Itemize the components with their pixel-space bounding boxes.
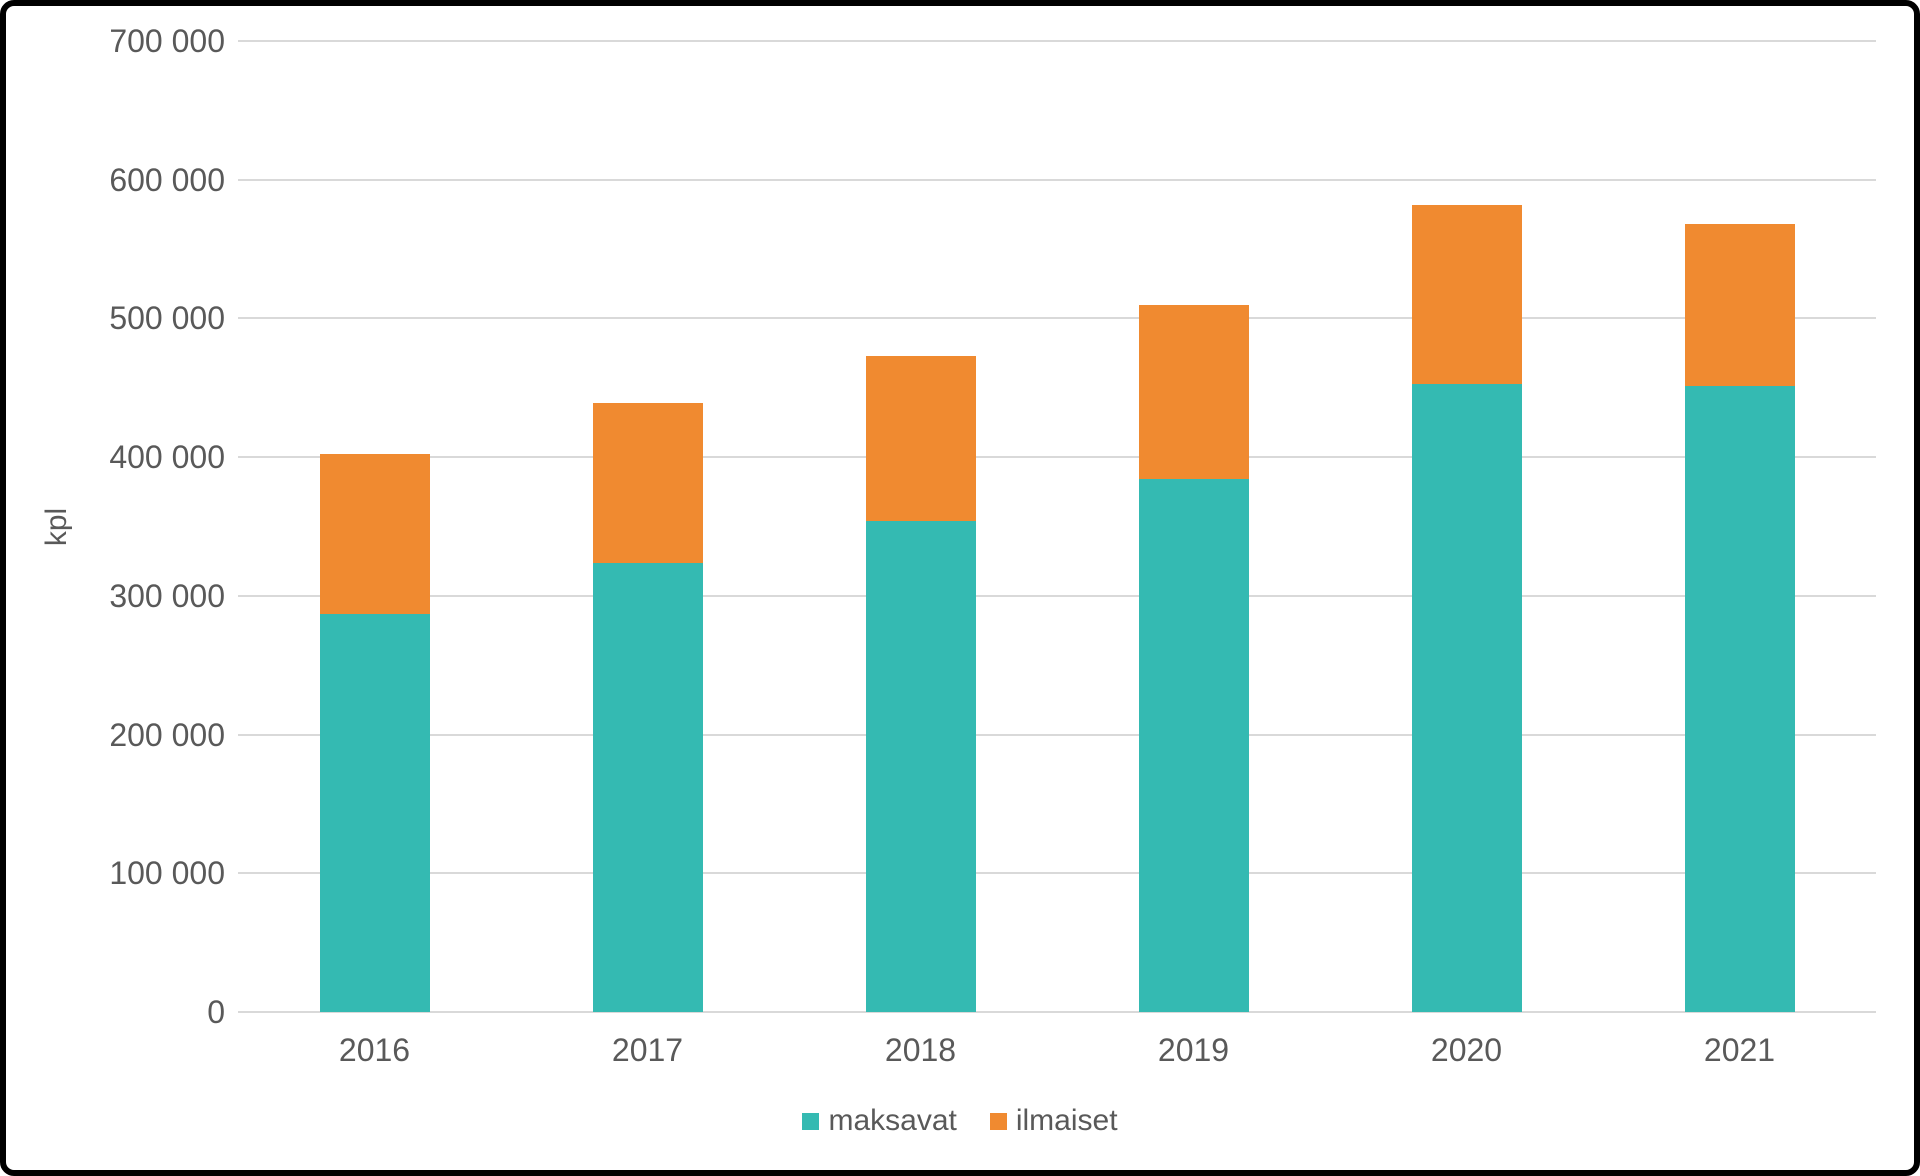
gridline: [238, 733, 1876, 736]
bar-segment-maksavat-2019: [1138, 479, 1249, 1012]
bar-segment-ilmaiset-2019: [1138, 304, 1249, 480]
bar-segment-ilmaiset-2021: [1684, 224, 1795, 387]
y-tick-label: 600 000: [109, 161, 225, 198]
y-tick-label: 700 000: [109, 23, 225, 59]
legend-item-ilmaiset: ilmaiset: [989, 1104, 1118, 1138]
bar-segment-maksavat-2021: [1684, 386, 1795, 1012]
gridline: [238, 594, 1876, 597]
bar-segment-ilmaiset-2020: [1411, 204, 1522, 384]
legend-label: maksavat: [828, 1104, 957, 1137]
legend-item-maksavat: maksavat: [802, 1104, 957, 1138]
gridline: [238, 317, 1876, 320]
bar-segment-maksavat-2018: [865, 520, 976, 1012]
x-tick-label-2018: 2018: [884, 1032, 957, 1068]
legend-swatch-icon: [989, 1112, 1007, 1130]
y-tick-label: 300 000: [109, 577, 225, 614]
bar-segment-ilmaiset-2017: [592, 403, 703, 563]
x-tick-label-2020: 2020: [1430, 1032, 1503, 1068]
x-tick-label-2016: 2016: [338, 1032, 411, 1068]
gridline: [238, 456, 1876, 459]
x-tick-label-2017: 2017: [611, 1032, 684, 1068]
gridline: [238, 872, 1876, 875]
y-axis-title: kpl: [40, 507, 73, 546]
chart-canvas: 0 100 000 200 000 300 000 400 000 500 000 600 …: [6, 6, 1914, 1170]
x-tick-label-2019: 2019: [1157, 1032, 1230, 1068]
y-tick-label: 400 000: [109, 439, 225, 476]
y-tick-label: 200 000: [109, 716, 225, 753]
gridline: [238, 40, 1876, 42]
bar-segment-maksavat-2017: [592, 562, 703, 1012]
legend: maksavat ilmaiset: [6, 1100, 1914, 1142]
bar-segment-ilmaiset-2016: [319, 454, 430, 614]
gridline: [238, 178, 1876, 181]
bar-segment-ilmaiset-2018: [865, 355, 976, 521]
bar-segment-maksavat-2020: [1411, 383, 1522, 1012]
y-tick-label: 100 000: [109, 855, 225, 892]
legend-label: ilmaiset: [1015, 1104, 1118, 1137]
y-tick-label: 0: [207, 994, 225, 1030]
legend-swatch-icon: [802, 1112, 820, 1130]
gridline: [238, 1011, 1876, 1013]
x-tick-label-2021: 2021: [1703, 1032, 1776, 1068]
bar-segment-maksavat-2016: [319, 613, 430, 1012]
y-tick-label: 500 000: [109, 300, 225, 337]
